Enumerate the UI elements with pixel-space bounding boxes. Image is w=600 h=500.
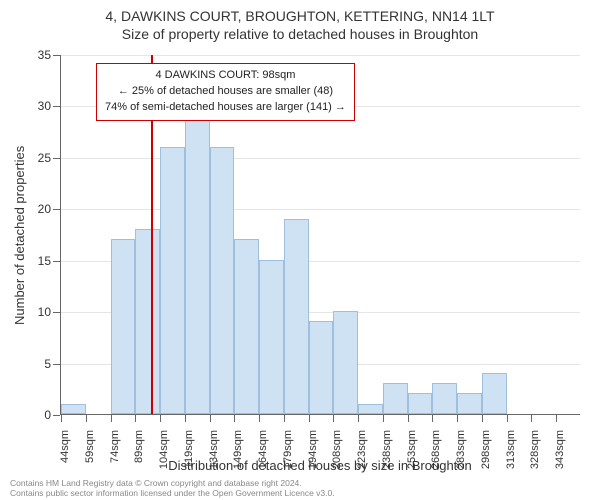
y-tick xyxy=(53,55,60,56)
x-tick xyxy=(259,415,260,422)
y-axis-title: Number of detached properties xyxy=(12,55,27,415)
x-tick xyxy=(234,415,235,422)
x-tick xyxy=(185,415,186,422)
y-tick-label: 10 xyxy=(38,305,51,319)
x-axis-title: Distribution of detached houses by size … xyxy=(60,458,580,473)
x-tick xyxy=(383,415,384,422)
y-tick xyxy=(53,312,60,313)
x-tick xyxy=(358,415,359,422)
x-tick xyxy=(507,415,508,422)
page-title: 4, DAWKINS COURT, BROUGHTON, KETTERING, … xyxy=(0,0,600,24)
histogram-chart: 0510152025303544sqm59sqm74sqm89sqm104sqm… xyxy=(60,55,580,415)
x-tick xyxy=(86,415,87,422)
grid-line xyxy=(61,209,580,210)
x-tick xyxy=(556,415,557,422)
y-tick xyxy=(53,364,60,365)
histogram-bar xyxy=(309,321,334,414)
x-tick xyxy=(61,415,62,422)
x-tick xyxy=(432,415,433,422)
histogram-bar xyxy=(210,147,235,414)
x-tick xyxy=(482,415,483,422)
x-tick xyxy=(284,415,285,422)
histogram-bar xyxy=(358,404,383,414)
histogram-bar xyxy=(185,116,210,414)
histogram-bar xyxy=(160,147,185,414)
x-tick xyxy=(160,415,161,422)
histogram-bar xyxy=(432,383,457,414)
x-tick xyxy=(408,415,409,422)
x-tick xyxy=(333,415,334,422)
y-tick-label: 25 xyxy=(38,151,51,165)
y-tick xyxy=(53,261,60,262)
grid-line xyxy=(61,158,580,159)
x-tick xyxy=(531,415,532,422)
histogram-bar xyxy=(408,393,433,414)
histogram-bar xyxy=(333,311,358,414)
histogram-bar xyxy=(61,404,86,414)
y-tick-label: 30 xyxy=(38,99,51,113)
annotation-line: 74% of semi-detached houses are larger (… xyxy=(105,100,346,116)
histogram-bar xyxy=(135,229,160,414)
y-tick-label: 35 xyxy=(38,48,51,62)
y-tick xyxy=(53,209,60,210)
histogram-bar xyxy=(383,383,408,414)
y-tick xyxy=(53,415,60,416)
annotation-box: 4 DAWKINS COURT: 98sqm← 25% of detached … xyxy=(96,63,355,121)
histogram-bar xyxy=(482,373,507,414)
y-tick-label: 0 xyxy=(44,408,51,422)
histogram-bar xyxy=(234,239,259,414)
page-subtitle: Size of property relative to detached ho… xyxy=(0,24,600,42)
y-tick-label: 5 xyxy=(44,357,51,371)
y-tick xyxy=(53,106,60,107)
y-tick-label: 15 xyxy=(38,254,51,268)
histogram-bar xyxy=(111,239,136,414)
histogram-bar xyxy=(284,219,309,414)
y-tick-label: 20 xyxy=(38,202,51,216)
y-tick xyxy=(53,158,60,159)
x-tick xyxy=(309,415,310,422)
footnote-line2: Contains public sector information licen… xyxy=(10,488,335,498)
x-tick xyxy=(210,415,211,422)
annotation-line: ← 25% of detached houses are smaller (48… xyxy=(105,84,346,100)
x-tick xyxy=(111,415,112,422)
histogram-bar xyxy=(259,260,284,414)
footnote-line1: Contains HM Land Registry data © Crown c… xyxy=(10,478,302,488)
annotation-line: 4 DAWKINS COURT: 98sqm xyxy=(105,68,346,84)
x-tick xyxy=(457,415,458,422)
x-tick xyxy=(135,415,136,422)
histogram-bar xyxy=(457,393,482,414)
footnote: Contains HM Land Registry data © Crown c… xyxy=(10,478,590,498)
grid-line xyxy=(61,55,580,56)
